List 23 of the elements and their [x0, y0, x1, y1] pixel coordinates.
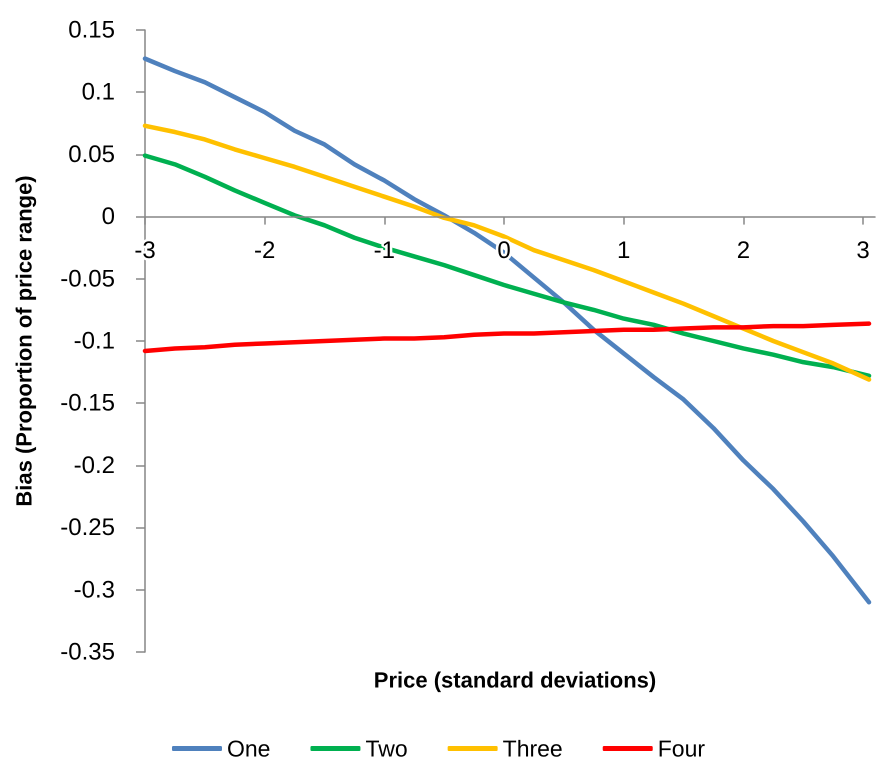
legend-label: Four: [658, 736, 706, 762]
legend-label: One: [226, 736, 270, 762]
y-axis-title: Bias (Proportion of price range): [12, 175, 36, 507]
x-tick-label: 2: [736, 237, 750, 264]
y-tick-label: 0.15: [68, 16, 115, 44]
y-tick-label: 0.05: [68, 140, 115, 168]
legend-label: Three: [502, 736, 563, 762]
line-series: [142, 321, 872, 354]
x-tick-label: -2: [254, 237, 276, 264]
x-tick-label: -3: [134, 237, 156, 264]
y-tick-label: 0.1: [82, 78, 115, 106]
legend-label: Two: [365, 736, 408, 762]
x-tick-label: 1: [617, 237, 630, 264]
y-tick-label: -0.15: [60, 390, 115, 417]
y-tick-label: -0.1: [74, 328, 115, 354]
y-tick-label: -0.25: [60, 514, 115, 542]
y-tick-label: -0.35: [60, 638, 115, 666]
y-tick-label: -0.3: [74, 576, 115, 604]
y-tick-label: 0: [102, 203, 115, 230]
x-tick-label: 3: [856, 237, 870, 264]
y-tick-label: -0.05: [60, 265, 115, 292]
y-tick-label: -0.2: [74, 452, 115, 479]
x-axis-title: Price (standard deviations): [374, 668, 656, 692]
